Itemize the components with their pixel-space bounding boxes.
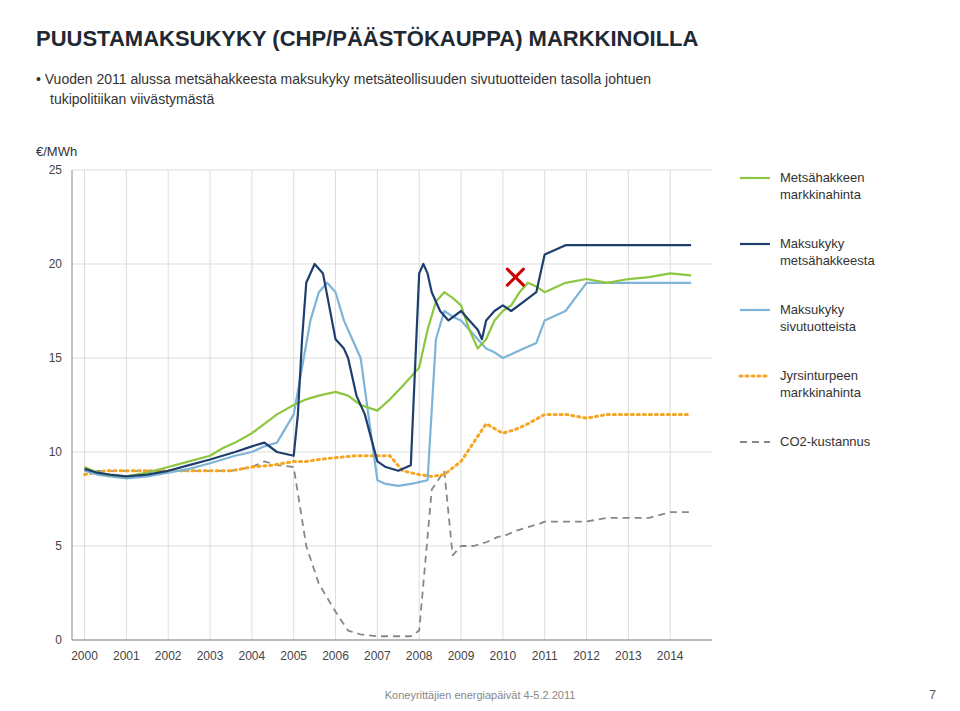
x-tick-label: 2013: [615, 649, 642, 663]
legend-swatch: [740, 243, 770, 245]
x-tick-label: 2010: [489, 649, 516, 663]
legend-label: CO2-kustannus: [780, 434, 871, 449]
x-tick-label: 2002: [155, 649, 182, 663]
footer: Koneyrittäjien energiapäivät 4-5.2.2011: [385, 689, 576, 701]
y-tick-label: 0: [55, 633, 62, 647]
legend-label-line: Metsähakkeen: [780, 170, 865, 185]
legend-label-line: markkinahinta: [780, 187, 862, 202]
x-grid-line: [461, 170, 462, 640]
x-grid-line: [586, 170, 587, 640]
series-line: [85, 245, 692, 476]
legend: Metsähakkeen markkinahinta Maksukyky metsäh…: [740, 170, 875, 449]
x-grid-line: [544, 170, 545, 640]
legend-label: Jyrsinturpeen markkinahinta: [780, 368, 862, 400]
series-line: [85, 273, 692, 476]
y-tick-label: 15: [49, 351, 63, 365]
title: PUUSTAMAKSUKYKY (CHP/PÄÄSTÖKAUPPA) MARKK…: [36, 26, 699, 51]
y-axis-label: €/MWh: [36, 144, 77, 159]
x-tick-label: 2003: [197, 649, 224, 663]
legend-label-line: markkinahinta: [780, 385, 862, 400]
x-tick-label: 2009: [448, 649, 475, 663]
series-line: [85, 283, 692, 486]
x-grid-line: [502, 170, 503, 640]
series-line: [85, 461, 692, 636]
x-grid-line: [628, 170, 629, 640]
x-tick-label: 2006: [322, 649, 349, 663]
chart: PUUSTAMAKSUKYKY (CHP/PÄÄSTÖKAUPPA) MARKK…: [0, 0, 960, 711]
y-axis-line: [72, 170, 73, 640]
x-tick-label: 2007: [364, 649, 391, 663]
legend-swatch: [740, 375, 770, 378]
background: [0, 0, 960, 711]
y-tick-label: 25: [49, 163, 63, 177]
y-tick-label: 20: [49, 257, 63, 271]
legend-label-line: Jyrsinturpeen: [780, 368, 858, 383]
legend-label: Maksukyky sivutuotteista: [780, 302, 857, 334]
legend-swatch: [740, 309, 770, 311]
x-grid-line: [210, 170, 211, 640]
x-grid-line: [126, 170, 127, 640]
legend-swatch: [740, 177, 770, 179]
x-tick-label: 2004: [239, 649, 266, 663]
x-tick-label: 2011: [532, 649, 558, 663]
x-tick-label: 2000: [71, 649, 98, 663]
subtitle-line: tukipolitiikan viivästymästä: [50, 91, 214, 107]
page-number: 7: [929, 688, 936, 702]
x-tick-label: 2012: [573, 649, 600, 663]
x-tick-label: 2014: [657, 649, 684, 663]
x-grid-line: [419, 170, 420, 640]
x-grid-line: [168, 170, 169, 640]
x-grid-line: [251, 170, 252, 640]
cross-marker: [507, 269, 523, 285]
y-grid-line: [72, 640, 712, 641]
cross-stroke: [507, 269, 523, 285]
x-tick-label: 2001: [113, 649, 140, 663]
subtitle: • Vuoden 2011 alussa metsähakkeesta maks…: [36, 71, 651, 107]
legend-label: Metsähakkeen markkinahinta: [780, 170, 865, 202]
plot-data: [85, 245, 692, 636]
y-tick-label: 10: [49, 445, 63, 459]
x-axis-line: [72, 640, 712, 641]
x-grid-line: [670, 170, 671, 640]
legend-label-line: sivutuotteista: [780, 319, 857, 334]
legend-label-line: Maksukyky: [780, 302, 845, 317]
legend-label-line: Maksukyky: [780, 236, 845, 251]
legend-label: Maksukyky metsähakkeesta: [780, 236, 875, 268]
grid: [72, 170, 712, 640]
subtitle-line: • Vuoden 2011 alussa metsähakkeesta maks…: [36, 71, 651, 87]
legend-label-line: CO2-kustannus: [780, 434, 871, 449]
x-grid-line: [335, 170, 336, 640]
y-tick-label: 5: [55, 539, 62, 553]
legend-label-line: metsähakkeesta: [780, 253, 875, 268]
x-grid-line: [84, 170, 85, 640]
x-tick-label: 2005: [280, 649, 307, 663]
x-grid-line: [377, 170, 378, 640]
cross-stroke: [507, 269, 523, 285]
legend-swatch: [740, 441, 770, 443]
x-tick-label: 2008: [406, 649, 433, 663]
